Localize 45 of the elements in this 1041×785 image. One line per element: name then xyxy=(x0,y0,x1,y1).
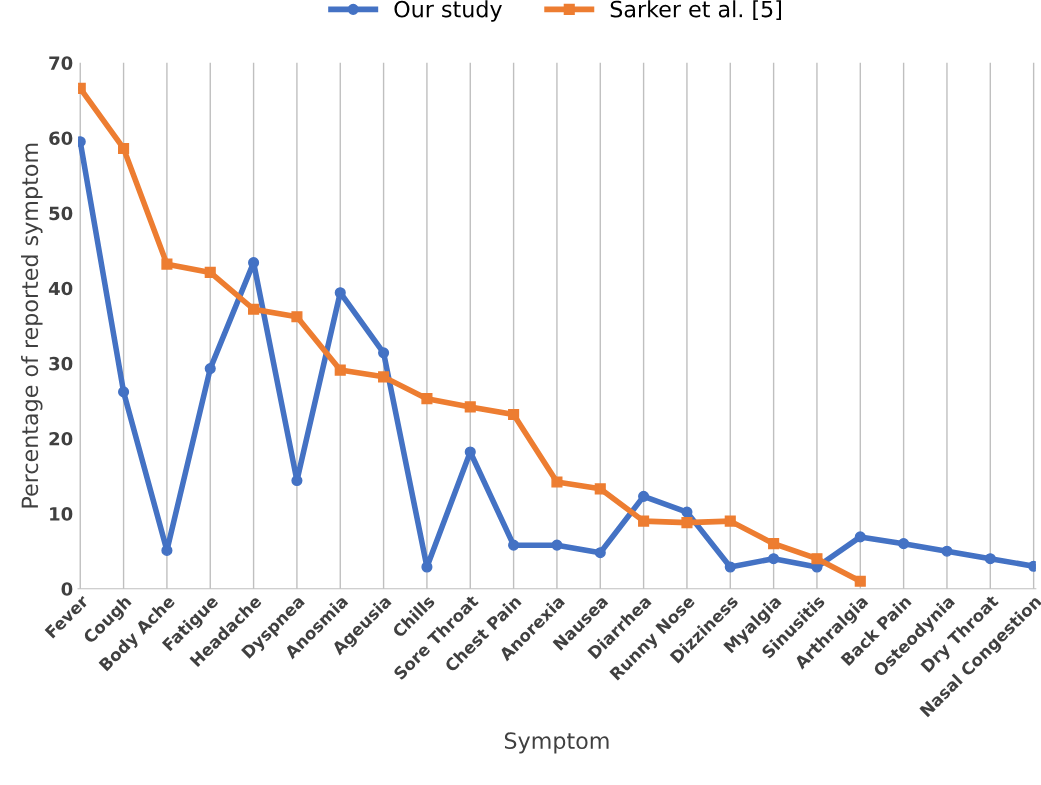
y-tick-label: 40 xyxy=(48,281,73,296)
point xyxy=(768,553,780,565)
y-axis-title: Percentage of reported symptom xyxy=(21,143,43,508)
y-tick-label: 30 xyxy=(49,356,73,371)
point xyxy=(724,515,736,527)
point xyxy=(724,561,736,573)
point xyxy=(378,371,390,383)
point xyxy=(204,266,216,278)
y-tick-label: 50 xyxy=(49,206,73,221)
y-tick-label: 20 xyxy=(49,431,73,446)
y-tick-label: 70 xyxy=(49,56,73,70)
point xyxy=(638,515,650,527)
point xyxy=(594,547,606,559)
point xyxy=(551,539,563,551)
point xyxy=(898,538,910,550)
point xyxy=(594,483,606,495)
point xyxy=(941,545,953,557)
point xyxy=(464,401,476,413)
point xyxy=(854,531,866,543)
point xyxy=(118,142,130,155)
point xyxy=(984,553,996,565)
point xyxy=(334,364,346,376)
point xyxy=(638,490,650,502)
legend-label: Sarker et al. [5] xyxy=(610,0,781,21)
y-tick-label: 60 xyxy=(49,131,73,146)
point xyxy=(204,363,216,375)
point xyxy=(118,386,130,398)
point xyxy=(421,561,433,573)
point xyxy=(681,506,693,518)
point xyxy=(551,476,563,488)
y-tick-label: 0 xyxy=(61,582,73,596)
point xyxy=(681,517,693,529)
point xyxy=(421,393,433,405)
legend-label: Our study xyxy=(394,0,502,22)
x-axis-title: Symptom xyxy=(504,732,609,754)
point xyxy=(161,258,173,270)
point xyxy=(811,553,823,565)
y-tick-label: 10 xyxy=(50,507,73,521)
point xyxy=(508,408,520,420)
point xyxy=(291,311,303,323)
point xyxy=(378,347,390,359)
point xyxy=(854,575,866,587)
point xyxy=(768,538,780,550)
point xyxy=(248,303,260,315)
point xyxy=(508,539,520,551)
